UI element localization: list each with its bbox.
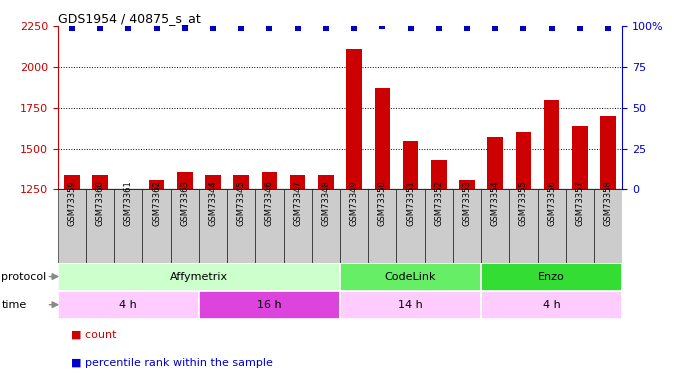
Point [490, 25, 500, 31]
Text: 4 h: 4 h [543, 300, 560, 310]
Bar [600, 116, 616, 189]
Point [123, 25, 134, 31]
Point [433, 25, 444, 31]
Bar [199, 189, 227, 262]
Bar [233, 175, 249, 189]
Text: time: time [1, 300, 27, 310]
Bar [481, 189, 509, 262]
Point [518, 25, 529, 31]
Bar [396, 189, 425, 262]
Bar [227, 189, 256, 262]
Text: GSM73354: GSM73354 [491, 180, 500, 226]
Text: GSM73357: GSM73357 [575, 180, 584, 226]
Text: 4 h: 4 h [120, 300, 137, 310]
Point [575, 25, 585, 31]
Point [292, 25, 303, 31]
Bar [515, 132, 531, 189]
Bar [481, 262, 622, 291]
Bar [86, 189, 114, 262]
Text: GSM73355: GSM73355 [519, 180, 528, 226]
Bar [481, 291, 622, 319]
Point [546, 25, 557, 31]
Bar [92, 175, 108, 189]
Bar [290, 175, 305, 189]
Bar [488, 137, 503, 189]
Text: 16 h: 16 h [257, 300, 282, 310]
Bar [318, 175, 334, 189]
Text: Affymetrix: Affymetrix [170, 272, 228, 282]
Text: CodeLink: CodeLink [385, 272, 437, 282]
Point [67, 25, 78, 31]
Bar [459, 180, 475, 189]
Bar [114, 189, 143, 262]
Bar [312, 189, 340, 262]
Point [602, 25, 613, 31]
Bar [594, 189, 622, 262]
Point [207, 25, 218, 31]
Bar [566, 189, 594, 262]
Bar [171, 189, 199, 262]
Text: protocol: protocol [1, 272, 47, 282]
Text: GSM73346: GSM73346 [265, 180, 274, 226]
Text: GSM73361: GSM73361 [124, 180, 133, 226]
Bar [538, 189, 566, 262]
Point [462, 25, 473, 31]
Bar [544, 100, 560, 189]
Text: GSM73349: GSM73349 [350, 180, 358, 226]
Text: GSM73363: GSM73363 [180, 180, 189, 226]
Bar [199, 291, 340, 319]
Bar [256, 189, 284, 262]
Bar [375, 88, 390, 189]
Bar [346, 49, 362, 189]
Point [320, 25, 331, 31]
Bar [205, 175, 221, 189]
Text: GSM73351: GSM73351 [406, 180, 415, 226]
Bar [64, 175, 80, 189]
Bar [340, 262, 481, 291]
Text: GSM73350: GSM73350 [378, 180, 387, 226]
Bar [369, 189, 396, 262]
Text: Enzo: Enzo [539, 272, 565, 282]
Bar [120, 189, 136, 193]
Text: ■ count: ■ count [71, 329, 117, 339]
Bar [149, 180, 165, 189]
Text: GSM73347: GSM73347 [293, 180, 302, 226]
Text: GSM73362: GSM73362 [152, 180, 161, 226]
Bar [340, 291, 481, 319]
Bar [58, 291, 199, 319]
Bar [403, 141, 418, 189]
Point [180, 25, 190, 31]
Bar [572, 126, 588, 189]
Text: GSM73345: GSM73345 [237, 180, 245, 226]
Bar [509, 189, 538, 262]
Bar [453, 189, 481, 262]
Point [405, 25, 416, 31]
Bar [177, 172, 192, 189]
Text: GDS1954 / 40875_s_at: GDS1954 / 40875_s_at [58, 12, 201, 25]
Bar [58, 262, 340, 291]
Point [377, 23, 388, 29]
Text: GSM73359: GSM73359 [67, 180, 76, 226]
Point [95, 25, 105, 31]
Text: GSM73356: GSM73356 [547, 180, 556, 226]
Text: 14 h: 14 h [398, 300, 423, 310]
Bar [58, 189, 86, 262]
Text: GSM73358: GSM73358 [604, 180, 613, 226]
Bar [262, 172, 277, 189]
Text: GSM73360: GSM73360 [96, 180, 105, 226]
Text: ■ percentile rank within the sample: ■ percentile rank within the sample [71, 357, 273, 368]
Bar [431, 160, 447, 189]
Text: GSM73353: GSM73353 [462, 180, 471, 226]
Text: GSM73344: GSM73344 [209, 180, 218, 226]
Text: GSM73348: GSM73348 [322, 180, 330, 226]
Point [151, 25, 162, 31]
Point [236, 25, 247, 31]
Bar [284, 189, 312, 262]
Bar [425, 189, 453, 262]
Text: GSM73352: GSM73352 [435, 180, 443, 226]
Bar [143, 189, 171, 262]
Bar [340, 189, 369, 262]
Point [349, 25, 360, 31]
Point [264, 25, 275, 31]
